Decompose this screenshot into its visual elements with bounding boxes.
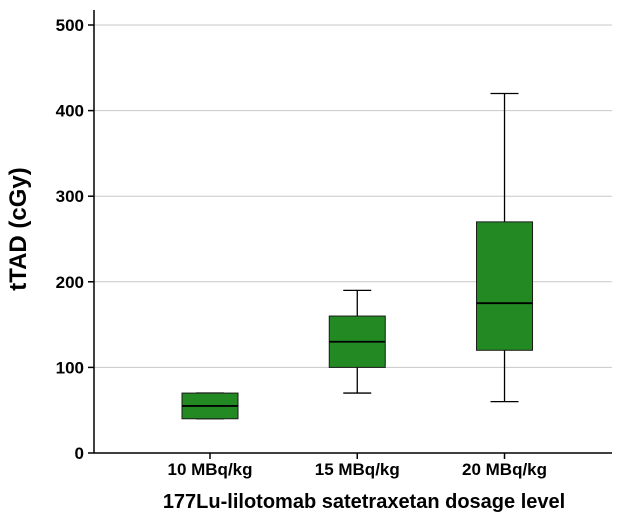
y-tick-label-300: 300 (56, 187, 84, 206)
box-3 (476, 92, 534, 403)
x-axis-title: 177Lu-lilotomab satetraxetan dosage leve… (163, 491, 565, 513)
x-axis-ticks: 10 MBq/kg 15 MBq/kg 20 MBq/kg (167, 453, 547, 479)
x-tick-label-2: 15 MBq/kg (315, 460, 400, 479)
y-tick-label-0: 0 (75, 444, 84, 463)
box-iqr-3 (476, 221, 534, 351)
y-tick-label-400: 400 (56, 102, 84, 121)
x-tick-label-1: 10 MBq/kg (167, 460, 252, 479)
y-tick-label-500: 500 (56, 16, 84, 35)
y-axis-title: tTAD (cGy) (5, 167, 32, 291)
y-tick-label-200: 200 (56, 273, 84, 292)
y-tick-label-100: 100 (56, 358, 84, 377)
box-2 (328, 289, 386, 394)
box-1 (181, 392, 239, 420)
x-tick-label-3: 20 MBq/kg (462, 460, 547, 479)
boxes (181, 92, 534, 420)
y-axis-ticks: 0 100 200 300 400 500 (56, 16, 94, 463)
